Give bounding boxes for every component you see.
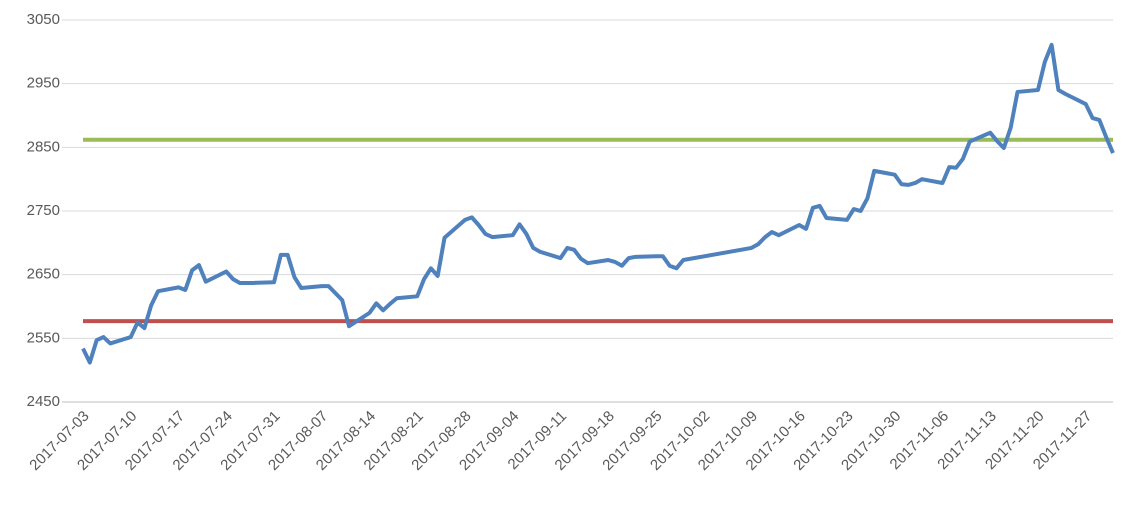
- y-tick-label: 2750: [27, 202, 60, 219]
- y-tick-label: 3050: [27, 11, 60, 28]
- y-tick-label: 2950: [27, 75, 60, 92]
- y-tick-label: 2850: [27, 138, 60, 155]
- data-line: [81, 42, 1115, 365]
- y-tick-label: 2450: [27, 393, 60, 410]
- y-tick-label: 2550: [27, 329, 60, 346]
- y-tick-label: 2650: [27, 266, 60, 283]
